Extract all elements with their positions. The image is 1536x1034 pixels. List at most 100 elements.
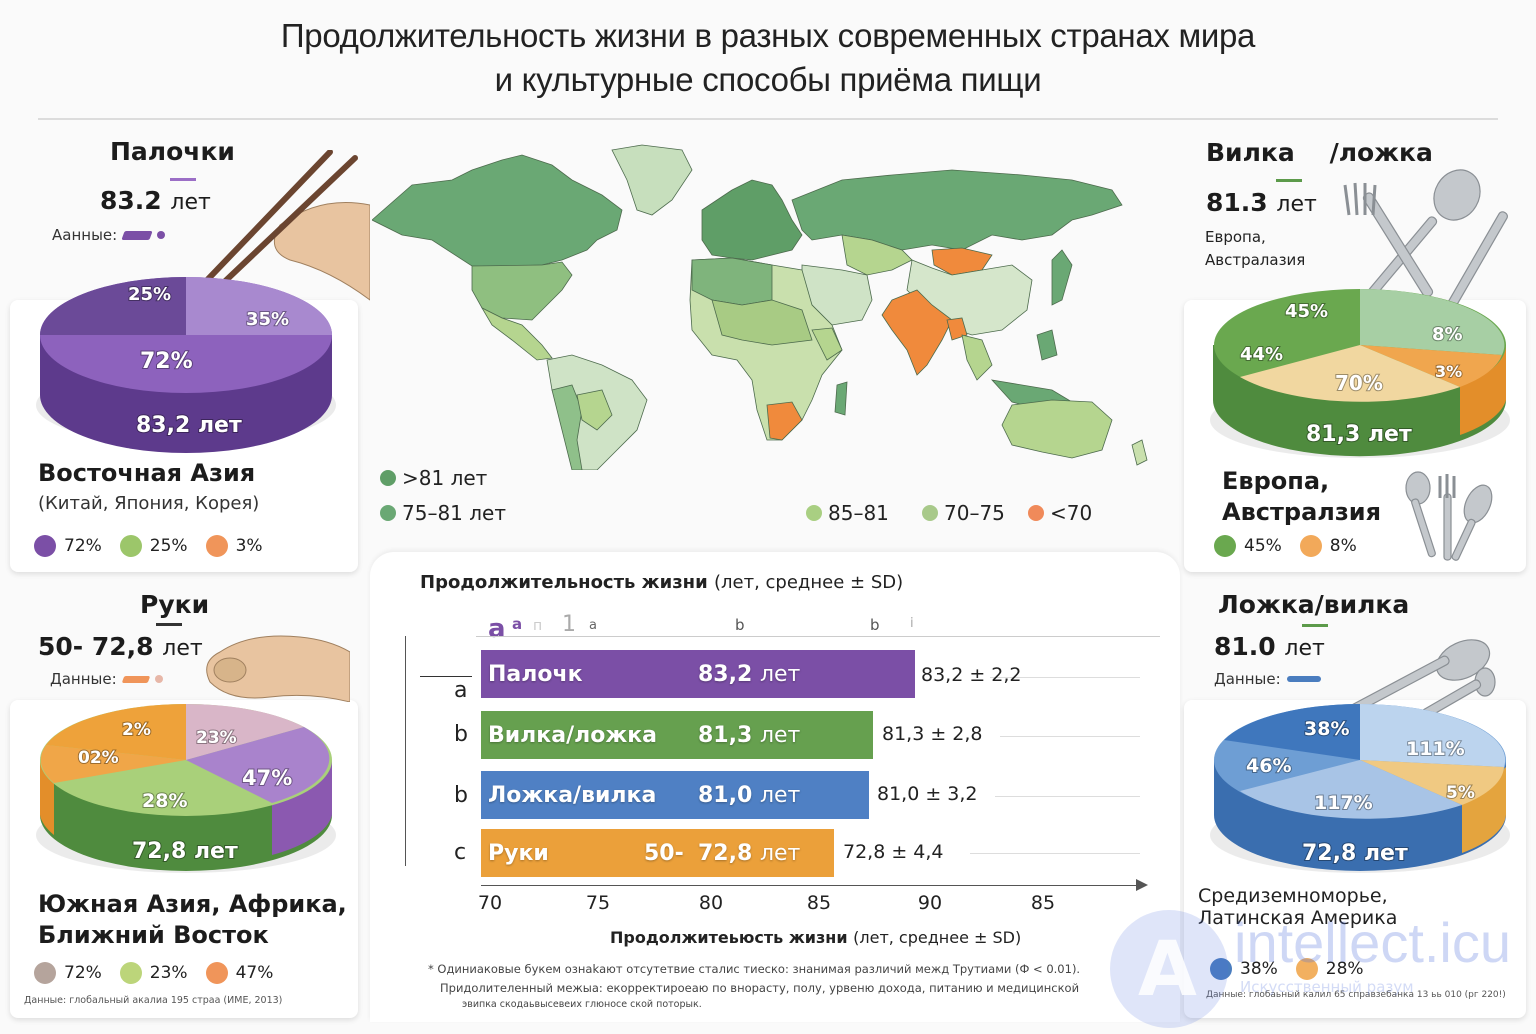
- pie-label: 3%: [1435, 362, 1462, 381]
- row-tick: [420, 676, 472, 677]
- legend-item: 25%: [119, 535, 188, 557]
- legend-item: 72%: [34, 962, 102, 984]
- orange-swatch-icon: [121, 675, 150, 683]
- pie-label: 2%: [122, 720, 151, 740]
- sd-label: 81,0 ± 3,2: [877, 783, 978, 805]
- footnote-line-3: эвипка скодаьвысевеих глюносе ской потоp…: [462, 999, 702, 1010]
- pie-value-label: 72,8 лет: [132, 839, 238, 864]
- annotation-letter: a: [512, 615, 523, 633]
- x-tick-label: 85: [1030, 892, 1056, 914]
- green-dot-icon: [119, 535, 142, 557]
- pale-green-dot-icon: [922, 505, 938, 521]
- hands-title: Руки: [140, 590, 210, 619]
- blue-dot-icon: [1210, 958, 1232, 980]
- spoon-fork-legend: 38% 28%: [1210, 958, 1374, 980]
- orange-dot-icon: [1028, 505, 1044, 521]
- pie-value-label: 81,3 лет: [1306, 422, 1412, 447]
- spoon-fork-accent-bar: [1302, 624, 1328, 627]
- x-axis-arrow-icon: [1136, 879, 1148, 891]
- pie-label: 46%: [1246, 755, 1291, 777]
- hands-accent-bar: [156, 623, 182, 626]
- map-legend-item: 70–75: [922, 501, 1005, 525]
- orange-dot-icon: [1299, 535, 1322, 557]
- x-axis-title: Продолжитеьюсть жизни (лет, среднее ± SD…: [610, 928, 1022, 947]
- significance-letter: c: [454, 840, 467, 865]
- legend-item: 45%: [1214, 535, 1282, 557]
- spoon-fork-source: Данные: глобаьный калил 65 справзебанка …: [1206, 990, 1506, 1000]
- legend-item: 72%: [34, 535, 102, 557]
- small-cutlery-icon: [1405, 471, 1493, 561]
- hand-icon: [206, 635, 350, 702]
- spoon-fork-value: 81.0 лет: [1214, 632, 1325, 661]
- map-legend-item: >81 лет: [380, 466, 487, 490]
- spoons-icon: [1349, 639, 1496, 742]
- pie-label: 72%: [140, 349, 193, 374]
- hands-pie-chart: 2% 02% 23% 47% 28% 72,8 лет: [36, 704, 336, 873]
- annotation-letter: b: [870, 616, 880, 634]
- fork-spoon-value: 81.3 лет: [1206, 188, 1317, 217]
- blue-swatch-icon: [1286, 676, 1321, 682]
- chopsticks-title: Палочки: [110, 137, 235, 166]
- footnote-line-1: * Одиниаковые букем ознаkают отсутетвие …: [428, 962, 1081, 976]
- chopsticks-value: 83.2 лет: [100, 186, 211, 215]
- purple-dot-icon: [157, 231, 166, 239]
- hands-source: Данные: глобальный акалиа 195 страа (ИМЕ…: [24, 995, 283, 1006]
- pie-label: 111%: [1406, 738, 1465, 760]
- chopsticks-data-label: Aанные:: [52, 226, 166, 244]
- x-tick-label: 85: [806, 892, 832, 914]
- x-tick-label: 70: [477, 892, 503, 914]
- hands-value: 50- 72,8 лет: [38, 632, 203, 661]
- fork-spoon-pie-chart: 45% 44% 8% 3% 70% 81,3 лет: [1210, 289, 1510, 458]
- orange-dot-icon: [205, 535, 228, 557]
- legend-item: 3%: [205, 535, 263, 557]
- pie-label: 8%: [1432, 324, 1463, 345]
- x-tick-label: 75: [585, 892, 611, 914]
- legend-item: 38%: [1210, 958, 1278, 980]
- sd-label: 81,3 ± 2,8: [882, 723, 983, 745]
- title-line-2: и культурные способы приёма пищи: [494, 61, 1042, 98]
- green-dot-icon: [380, 505, 396, 521]
- significance-letter: a: [454, 678, 468, 703]
- fork-spoon-legend: 45% 8%: [1214, 535, 1367, 557]
- taupe-dot-icon: [34, 962, 56, 984]
- pie-label: 25%: [128, 284, 171, 305]
- spoon-fork-data-label: Данные:: [1214, 670, 1321, 688]
- spoon-fork-pie-chart: 38% 46% 111% 117% 5% 72,8 лет: [1210, 704, 1510, 873]
- fork-spoon-accent-bar: [1276, 179, 1302, 182]
- pie-label: 47%: [242, 766, 292, 790]
- pie-label: 5%: [1446, 783, 1475, 803]
- annotation-letter: п: [533, 618, 543, 634]
- pie-label: 70%: [1335, 371, 1383, 395]
- gridline: [995, 796, 1140, 797]
- green-dot-icon: [119, 962, 142, 984]
- map-legend-item: 75–81 лет: [380, 501, 506, 525]
- orange-dot-icon: [1295, 958, 1318, 980]
- footnote-line-2: Придолителенный межыа: екорректироеаю по…: [440, 981, 1080, 995]
- legend-item: 28%: [1295, 958, 1364, 980]
- gridline: [990, 677, 1140, 678]
- legend-item: 47%: [205, 962, 273, 984]
- light-green-dot-icon: [806, 505, 822, 521]
- gridline: [970, 853, 1140, 854]
- annotation-letter: 1: [562, 612, 576, 637]
- hands-data-label: Данные:: [50, 670, 163, 688]
- purple-dot-icon: [34, 535, 56, 557]
- fork-spoon-icon: [1343, 169, 1508, 310]
- world-map: [372, 144, 1148, 470]
- spoon-fork-title: Ложка/вилка: [1218, 590, 1410, 619]
- title-divider: [38, 118, 1498, 120]
- chopsticks-accent-bar: [170, 178, 196, 181]
- annotation-letter: a: [589, 618, 597, 633]
- title-line-1: Продолжительность жизни в разных совреме…: [280, 17, 1256, 54]
- hands-legend: 72% 23% 47%: [34, 962, 283, 984]
- annotation-letter: i: [910, 616, 914, 631]
- spoon-fork-region: Средиземноморье, Латинская Америка: [1198, 885, 1398, 929]
- fork-spoon-title: Вилка /ложка: [1206, 138, 1433, 167]
- pie-value-label: 72,8 лет: [1302, 841, 1408, 866]
- pie-label: 35%: [246, 309, 289, 330]
- sd-label: 83,2 ± 2,2: [921, 664, 1022, 686]
- chopsticks-pie-chart: 25% 35% 72% 83,2 лет: [36, 277, 336, 453]
- significance-letter: b: [454, 722, 468, 747]
- chopsticks-legend: 72% 25% 3%: [34, 535, 273, 557]
- pie-label: 117%: [1314, 792, 1373, 814]
